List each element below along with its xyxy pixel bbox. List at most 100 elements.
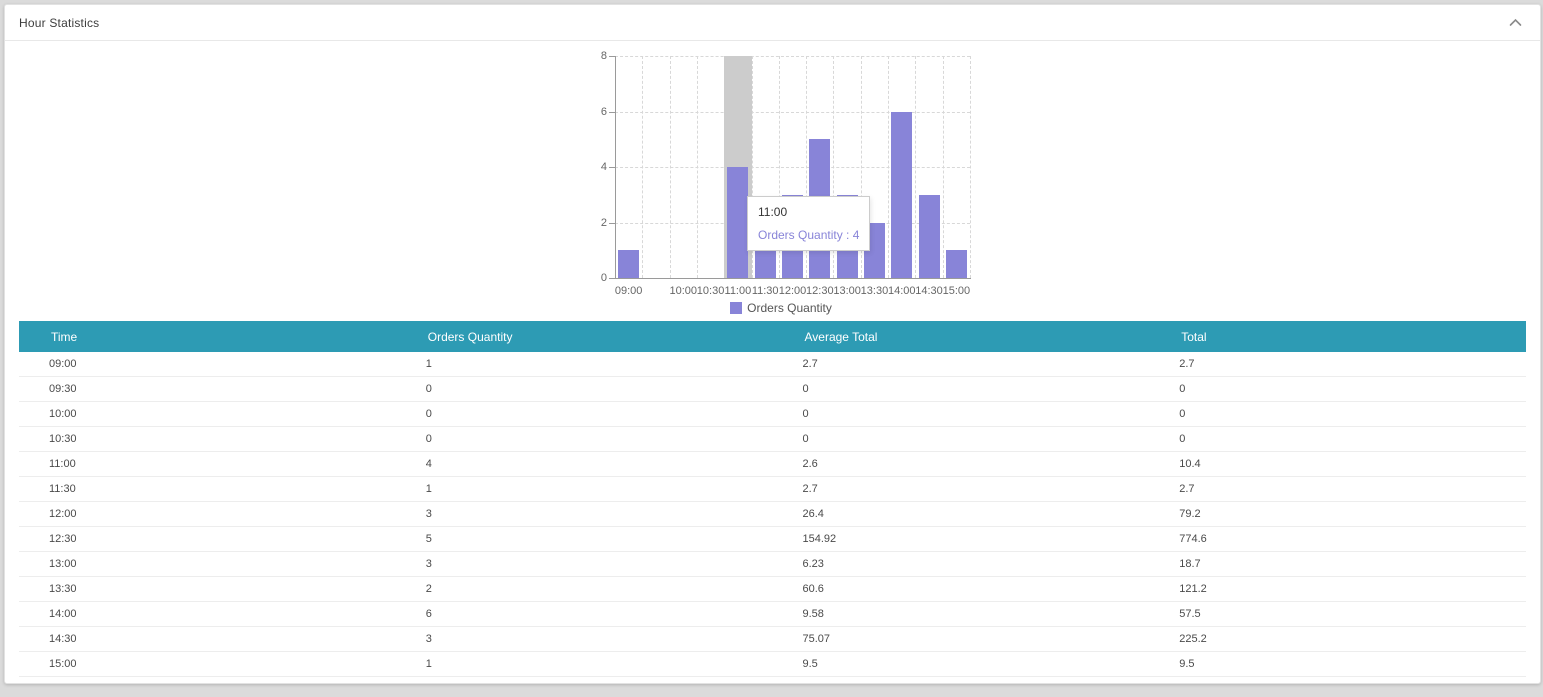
table-cell: 0: [1149, 426, 1526, 452]
gridline-vertical: [669, 56, 671, 278]
bar-11:30[interactable]: [754, 250, 776, 278]
table-cell: 1: [395, 352, 773, 377]
bar-14:00[interactable]: [891, 111, 913, 278]
table-cell: 9.5: [772, 651, 1150, 677]
gridline-vertical: [860, 56, 862, 278]
tooltip-value: Orders Quantity : 4: [758, 228, 860, 242]
table-cell: 2.7: [772, 352, 1150, 377]
gridline-vertical: [696, 56, 698, 278]
table-row: 09:00 1 2.7 2.7: [19, 352, 1526, 377]
gridline-horizontal: [615, 111, 970, 113]
gridline-horizontal: [615, 167, 970, 168]
y-axis-tick-label: 4: [600, 161, 607, 173]
table-cell: 225.2: [1149, 626, 1526, 652]
y-axis-tick-label: 8: [600, 50, 607, 62]
table-cell: 9.5: [1149, 651, 1526, 677]
table-cell: 9.58: [772, 601, 1150, 627]
table-cell: 10:30: [19, 426, 396, 452]
table-row: 11:30 1 2.7 2.7: [19, 476, 1526, 502]
table-cell: 3: [395, 551, 773, 577]
hour-statistics-table: Time Orders Quantity Average Total Total 09…: [19, 321, 1526, 677]
table-cell: 2.7: [772, 476, 1150, 502]
x-axis-line: [615, 278, 971, 279]
bar-14:30[interactable]: [918, 194, 940, 278]
chart-plot-area[interactable]: 11:00 Orders Quantity : 4: [615, 56, 971, 279]
table-row: 09:30 0 0 0: [19, 376, 1526, 402]
table-cell: 3: [395, 501, 773, 527]
y-axis-tick: [609, 111, 615, 113]
y-axis-tick: [609, 167, 615, 168]
y-axis-tick-label: 0: [600, 272, 607, 284]
legend-swatch-icon: [730, 302, 743, 314]
table-cell: 09:00: [19, 352, 396, 377]
column-header: Average Total: [804, 329, 878, 344]
gridline-vertical: [833, 56, 835, 278]
table-cell: 11:30: [19, 476, 396, 502]
table-cell: 14:00: [19, 601, 396, 627]
panel-title: Hour Statistics: [19, 15, 100, 30]
table-cell: 0: [772, 401, 1150, 427]
gridline-vertical: [806, 56, 808, 278]
table-cell: 121.2: [1149, 576, 1526, 602]
gridline-vertical: [970, 56, 971, 278]
y-axis-tick: [609, 56, 615, 57]
table-cell: 2.7: [1149, 476, 1526, 502]
table-cell: 14:30: [19, 626, 396, 652]
table-cell: 12:00: [19, 501, 396, 527]
table-cell: 1: [395, 476, 773, 502]
gridline-vertical: [751, 56, 753, 278]
table-cell: 0: [772, 426, 1150, 452]
chart-legend: Orders Quantity: [591, 301, 971, 315]
table-row: 13:30 2 60.6 121.2: [19, 576, 1526, 602]
column-header: Time: [51, 329, 78, 344]
table-header: Time Orders Quantity Average Total Total: [19, 321, 1526, 352]
bar-09:00[interactable]: [618, 250, 640, 278]
table-cell: 2.6: [772, 451, 1150, 477]
x-axis-tick-label: 12:30: [806, 285, 834, 297]
y-axis-tick-label: 2: [600, 216, 607, 229]
gridline-vertical: [942, 56, 944, 278]
chart-tooltip: 11:00 Orders Quantity : 4: [747, 196, 871, 251]
column-header: Orders Quantity: [427, 329, 513, 344]
table-cell: 4: [395, 451, 773, 477]
table-cell: 09:30: [19, 376, 396, 402]
table-row: 11:00 4 2.6 10.4: [19, 451, 1526, 477]
x-axis-tick-label: 12:00: [778, 285, 807, 297]
y-axis-tick: [609, 222, 615, 224]
data-table: Time Orders Quantity Average Total Total 09…: [19, 321, 1526, 677]
table-cell: 0: [395, 376, 773, 402]
table-row: 12:30 5 154.92 774.6: [19, 526, 1526, 552]
x-axis-tick-label: 14:30: [915, 285, 943, 297]
x-axis-tick-label: 11:00: [724, 285, 752, 297]
table-cell: 10.4: [1149, 451, 1526, 477]
table-cell: 13:30: [19, 576, 396, 602]
x-axis-tick-label: 13:00: [833, 285, 861, 297]
tooltip-category: 11:00: [758, 205, 788, 219]
table-row: 10:30 0 0 0: [19, 426, 1526, 452]
table-cell: 60.6: [772, 576, 1150, 602]
table-cell: 0: [772, 376, 1150, 402]
bar-11:00[interactable]: [727, 167, 749, 278]
gridline-vertical: [915, 56, 917, 278]
x-axis-tick-label: 14:00: [887, 285, 916, 297]
table-cell: 0: [1149, 401, 1526, 427]
table-cell: 0: [1149, 376, 1526, 402]
table-row: 14:30 3 75.07 225.2: [19, 626, 1526, 652]
bar-15:00[interactable]: [945, 250, 967, 278]
collapse-button[interactable]: [1507, 16, 1524, 29]
table-cell: 13:00: [19, 551, 396, 577]
x-axis-tick-label: 15:00: [942, 285, 971, 297]
table-row: 13:00 3 6.23 18.7: [19, 551, 1526, 577]
table-row: 12:00 3 26.4 79.2: [19, 501, 1526, 527]
x-axis-tick-label: 09:00: [614, 285, 643, 297]
table-cell: 5: [395, 526, 773, 552]
table-cell: 79.2: [1149, 501, 1526, 527]
hour-statistics-panel: Hour Statistics 11:00 Orders Quantity : …: [4, 4, 1541, 684]
table-cell: 6.23: [772, 551, 1150, 577]
table-cell: 3: [395, 626, 773, 652]
gridline-vertical: [778, 56, 780, 278]
table-cell: 1: [395, 651, 773, 677]
y-axis-tick-label: 6: [600, 105, 607, 118]
x-axis-tick-label: 11:30: [751, 285, 779, 297]
